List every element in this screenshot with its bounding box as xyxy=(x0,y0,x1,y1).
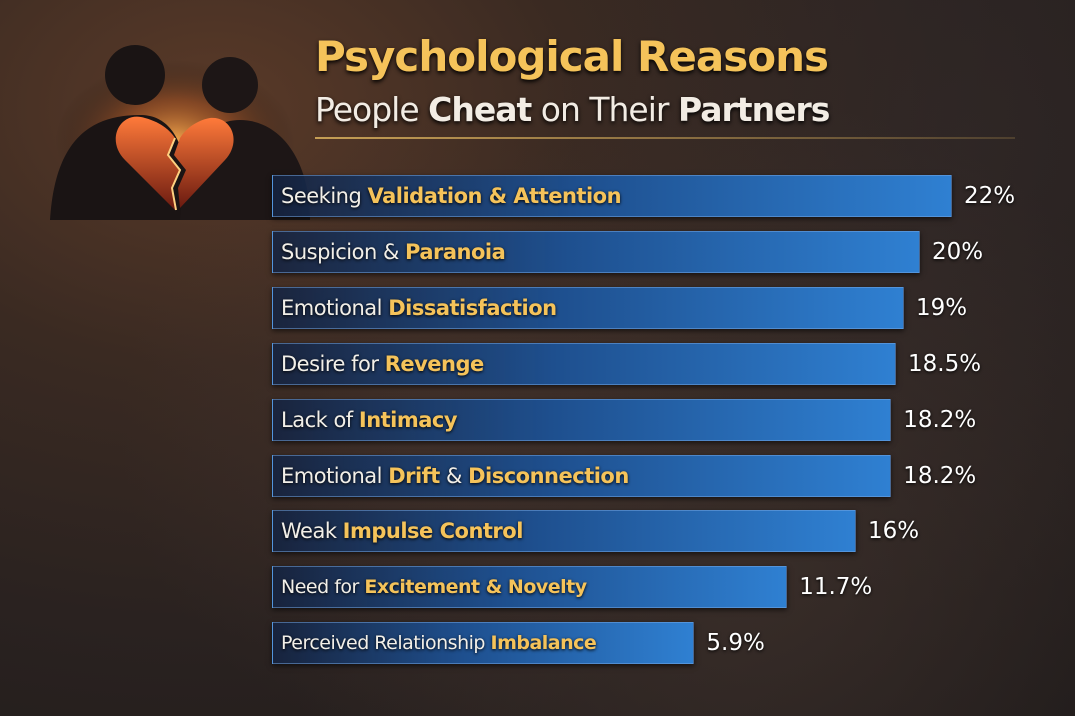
subtitle-part: on Their xyxy=(531,90,678,129)
label-text: Perceived Relationship xyxy=(281,632,491,655)
broken-heart-icon xyxy=(115,116,180,210)
label-highlight: Drift xyxy=(388,463,440,488)
bar: Emotional Dissatisfaction xyxy=(272,286,904,329)
label-text: Lack of xyxy=(281,407,359,432)
category-label: Emotional Dissatisfaction xyxy=(281,288,557,328)
category-label: Need for Excitement & Novelty xyxy=(281,567,587,607)
value-label: 22% xyxy=(964,183,1016,209)
label-highlight: Imbalance xyxy=(490,632,597,655)
category-label: Lack of Intimacy xyxy=(281,400,458,440)
label-text: Emotional xyxy=(281,463,389,488)
label-text: Emotional xyxy=(281,295,389,320)
value-label: 18.2% xyxy=(903,462,977,489)
bar: Suspicion & Paranoia xyxy=(272,230,920,273)
category-label: Desire for Revenge xyxy=(281,344,484,384)
bar: Emotional Drift & Disconnection xyxy=(272,454,892,497)
category-label: Perceived Relationship Imbalance xyxy=(281,623,597,663)
label-text: Weak xyxy=(281,519,343,544)
label-text: Suspicion & xyxy=(281,239,406,264)
value-label: 5.9% xyxy=(706,630,765,657)
value-label: 18.5% xyxy=(908,350,982,377)
bar: Need for Excitement & Novelty xyxy=(272,566,788,609)
chart-subtitle: People Cheat on Their Partners xyxy=(315,90,830,129)
bar: Seeking Validation & Attention xyxy=(272,175,952,217)
value-label: 20% xyxy=(932,238,984,265)
label-highlight: Revenge xyxy=(384,351,485,376)
label-highlight: Impulse Control xyxy=(342,519,524,544)
bar: Weak Impulse Control xyxy=(272,510,856,553)
category-label: Weak Impulse Control xyxy=(281,511,523,551)
category-label: Suspicion & Paranoia xyxy=(281,232,506,272)
value-label: 18.2% xyxy=(903,406,977,433)
label-text: & xyxy=(439,463,469,488)
chart-title: Psychological Reasons xyxy=(315,32,829,81)
label-highlight: Disconnection xyxy=(468,463,629,488)
subtitle-part: Cheat xyxy=(428,90,532,129)
label-highlight: Validation & Attention xyxy=(367,184,622,208)
bar: Perceived Relationship Imbalance xyxy=(272,622,695,665)
value-label: 11.7% xyxy=(799,574,873,601)
bar: Lack of Intimacy xyxy=(272,398,892,441)
subtitle-part: People xyxy=(315,90,429,129)
category-label: Emotional Drift & Disconnection xyxy=(281,456,629,496)
label-text: Need for xyxy=(281,576,365,599)
bar: Desire for Revenge xyxy=(272,342,896,385)
label-highlight: Excitement & Novelty xyxy=(364,576,587,599)
category-label: Seeking Validation & Attention xyxy=(281,176,622,216)
value-label: 16% xyxy=(868,518,920,545)
value-label: 19% xyxy=(916,294,968,321)
label-highlight: Intimacy xyxy=(358,407,458,432)
label-text: Desire for xyxy=(281,351,385,376)
subtitle-part: Partners xyxy=(677,90,830,129)
title-divider xyxy=(315,137,1015,139)
label-highlight: Paranoia xyxy=(405,239,506,264)
label-highlight: Dissatisfaction xyxy=(388,295,557,320)
label-text: Seeking xyxy=(281,184,368,208)
